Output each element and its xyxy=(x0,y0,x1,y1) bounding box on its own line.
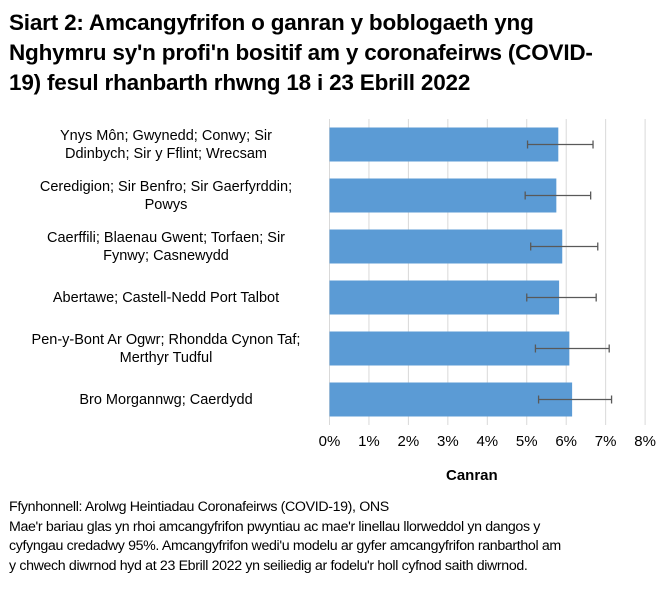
category-label: Abertawe; Castell-Nedd Port Talbot xyxy=(16,289,316,307)
category-label-line: Powys xyxy=(144,196,188,213)
title-line: Siart 2: Amcangyfrifon o ganran y boblog… xyxy=(9,10,534,35)
category-label-line: Ceredigion; Sir Benfro; Sir Gaerfyrddin; xyxy=(39,178,293,195)
category-label: Pen-y-Bont Ar Ogwr; Rhondda Cynon Taf; Me… xyxy=(16,331,316,367)
source-note: Ffynhonnell: Arolwg Heintiadau Coronafei… xyxy=(9,499,389,515)
category-label-line: Caerffili; Blaenau Gwent; Torfaen; Sir xyxy=(46,229,286,246)
category-label: Ynys Môn; Gwynedd; Conwy; Sir Ddinbych; S… xyxy=(16,127,316,163)
category-label-line: Fynwy; Casnewydd xyxy=(103,247,229,264)
title-line: Nghymru sy'n profi'n bositif am y corona… xyxy=(9,40,593,65)
x-axis-label: Canran xyxy=(446,467,498,484)
x-tick-label: 2% xyxy=(397,433,420,450)
x-tick-label: 3% xyxy=(437,433,459,450)
bar xyxy=(329,178,557,213)
footnote: Ffynhonnell: Arolwg Heintiadau Coronafei… xyxy=(9,498,659,576)
x-tick-label: 7% xyxy=(594,433,617,450)
category-label-line: Merthyr Tudful xyxy=(119,349,213,366)
category-label-line: Pen-y-Bont Ar Ogwr; Rhondda Cynon Taf; xyxy=(31,331,301,348)
title-line: 19) fesul rhanbarth rhwng 18 i 23 Ebrill… xyxy=(9,70,471,95)
bar xyxy=(329,331,570,366)
category-label: Ceredigion; Sir Benfro; Sir Gaerfyrddin;… xyxy=(16,178,316,214)
x-tick-label: 6% xyxy=(555,433,578,450)
bar xyxy=(329,382,573,417)
x-tick-label: 0% xyxy=(318,433,341,450)
bar xyxy=(329,280,560,315)
footnote-line: Mae'r bariau glas yn rhoi amcangyfrifon … xyxy=(9,518,541,535)
category-label-line: Ynys Môn; Gwynedd; Conwy; Sir xyxy=(60,127,272,144)
footnote-line: cyfyngau credadwy 95%. Amcangyfrifon wed… xyxy=(9,538,561,554)
category-label: Caerffili; Blaenau Gwent; Torfaen; Sir Fy… xyxy=(16,229,316,265)
category-label-line: Bro Morgannwg; Caerdydd xyxy=(79,391,253,408)
category-label: Bro Morgannwg; Caerdydd xyxy=(16,391,316,409)
footnote-line: y chwech diwrnod hyd at 23 Ebrill 2022 y… xyxy=(9,557,528,574)
x-tick-label: 1% xyxy=(358,433,380,450)
x-tick-label: 4% xyxy=(476,433,499,450)
x-tick-label: 5% xyxy=(515,433,538,450)
category-label-line: Ddinbych; Sir y Fflint; Wrecsam xyxy=(65,145,267,162)
chart-title: Siart 2: Amcangyfrifon o ganran y boblog… xyxy=(9,8,664,98)
category-label-line: Abertawe; Castell-Nedd Port Talbot xyxy=(52,289,280,306)
bar xyxy=(329,229,563,264)
x-tick-label: 8% xyxy=(634,433,656,450)
bar xyxy=(329,127,559,162)
